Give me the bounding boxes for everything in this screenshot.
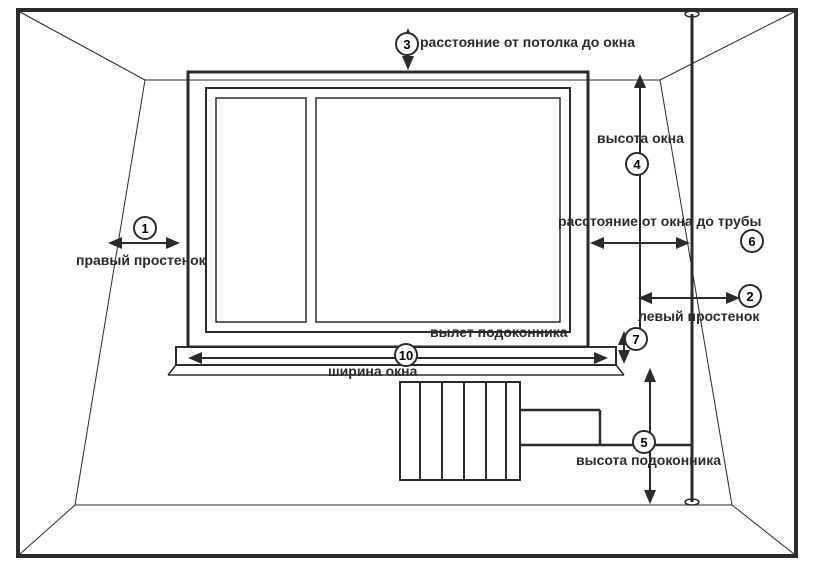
badge-4: 4 bbox=[625, 152, 649, 176]
room-diagram bbox=[0, 0, 816, 573]
label-4: высота окна bbox=[597, 130, 684, 146]
label-7: вылет подоконника bbox=[430, 324, 568, 340]
badge-6: 6 bbox=[740, 229, 764, 253]
label-5: высота подоконника bbox=[576, 452, 721, 468]
badge-3: 3 bbox=[395, 32, 419, 56]
badge-7: 7 bbox=[624, 327, 648, 351]
label-1: правый простенок bbox=[76, 252, 206, 268]
label-2: левый простенок bbox=[638, 308, 759, 324]
label-3: расстояние от потолка до окна bbox=[420, 34, 635, 50]
label-6: расстояние от окна до трубы bbox=[558, 213, 761, 229]
badge-2: 2 bbox=[738, 284, 762, 308]
badge-5: 5 bbox=[632, 430, 656, 454]
badge-1: 1 bbox=[133, 216, 157, 240]
label-10: ширина окна bbox=[328, 363, 417, 379]
